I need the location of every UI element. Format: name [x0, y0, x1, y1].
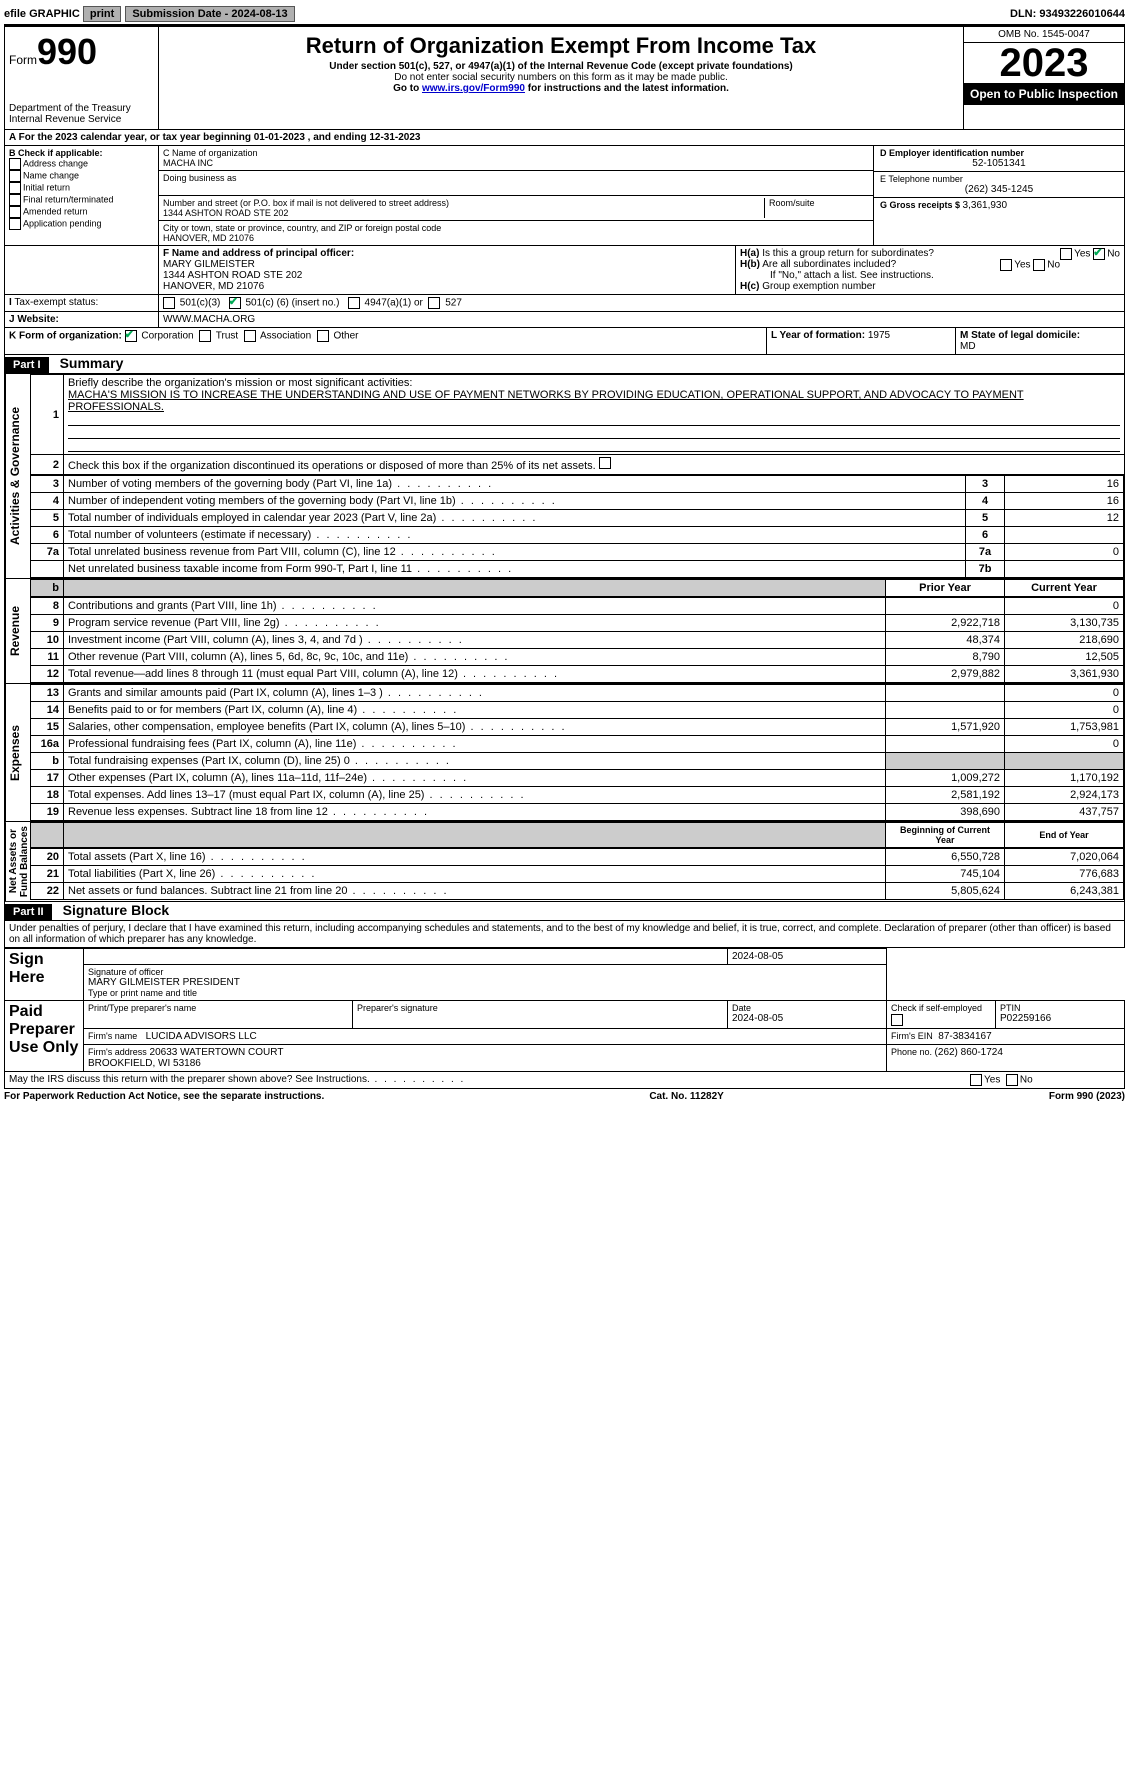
addr-change-checkbox[interactable] — [9, 158, 21, 170]
open-to-public: Open to Public Inspection — [964, 83, 1124, 105]
summary-row: 15Salaries, other compensation, employee… — [31, 719, 1124, 736]
box-d-e-g: D Employer identification number 52-1051… — [873, 146, 1124, 245]
summary-row: 16aProfessional fundraising fees (Part I… — [31, 736, 1124, 753]
instructions-link[interactable]: www.irs.gov/Form990 — [422, 83, 525, 94]
dept-label: Department of the Treasury Internal Reve… — [9, 103, 154, 125]
app-pending-checkbox[interactable] — [9, 218, 21, 230]
subtitle-1: Under section 501(c), 527, or 4947(a)(1)… — [163, 61, 959, 72]
501c3-checkbox[interactable] — [163, 297, 175, 309]
ha-yes-checkbox[interactable] — [1060, 248, 1072, 260]
form-title: Return of Organization Exempt From Incom… — [163, 33, 959, 59]
officer-group-row: F Name and address of principal officer:… — [4, 246, 1125, 295]
submission-date-button[interactable]: Submission Date - 2024-08-13 — [125, 6, 294, 22]
summary-row: 21Total liabilities (Part X, line 26)745… — [31, 866, 1124, 883]
telephone: (262) 345-1245 — [880, 184, 1118, 195]
tax-year: 2023 — [964, 43, 1124, 83]
signature-table: Sign Here 2024-08-05 Signature of office… — [4, 948, 1125, 1072]
hb-yes-checkbox[interactable] — [1000, 259, 1012, 271]
other-checkbox[interactable] — [317, 330, 329, 342]
summary-row: 19Revenue less expenses. Subtract line 1… — [31, 804, 1124, 821]
summary-row: 7aTotal unrelated business revenue from … — [31, 544, 1124, 561]
501c-checkbox[interactable] — [229, 297, 241, 309]
perjury-statement: Under penalties of perjury, I declare th… — [4, 921, 1125, 948]
corp-checkbox[interactable] — [125, 330, 137, 342]
summary-row: 22Net assets or fund balances. Subtract … — [31, 883, 1124, 900]
website-row: J Website: WWW.MACHA.ORG — [4, 312, 1125, 328]
discontinued-checkbox[interactable] — [599, 457, 611, 469]
summary-row: bTotal fundraising expenses (Part IX, co… — [31, 753, 1124, 770]
ptin: P02259166 — [1000, 1013, 1051, 1024]
org-city: HANOVER, MD 21076 — [163, 233, 869, 243]
summary-row: 5Total number of individuals employed in… — [31, 510, 1124, 527]
summary-row: 9Program service revenue (Part VIII, lin… — [31, 615, 1124, 632]
gross-receipts: 3,361,930 — [963, 200, 1008, 211]
officer-name: MARY GILMEISTER — [163, 259, 255, 270]
netassets-section: Net Assets or Fund Balances Beginning of… — [4, 822, 1125, 902]
tax-status-row: I Tax-exempt status: 501(c)(3) 501(c) (6… — [4, 295, 1125, 312]
initial-return-checkbox[interactable] — [9, 182, 21, 194]
firm-phone: (262) 860-1724 — [935, 1047, 1003, 1058]
subtitle-2: Do not enter social security numbers on … — [163, 72, 959, 83]
discuss-row: May the IRS discuss this return with the… — [4, 1072, 1125, 1089]
revenue-section: Revenue b Prior Year Current Year 8Contr… — [4, 579, 1125, 684]
website: WWW.MACHA.ORG — [159, 312, 1124, 327]
part1-header: Part I Summary — [4, 355, 1125, 374]
box-c: C Name of organization MACHA INC Doing b… — [159, 146, 873, 245]
discuss-no-checkbox[interactable] — [1006, 1074, 1018, 1086]
expenses-section: Expenses 13Grants and similar amounts pa… — [4, 684, 1125, 822]
line-a: A For the 2023 calendar year, or tax yea… — [4, 130, 1125, 146]
summary-row: 8Contributions and grants (Part VIII, li… — [31, 598, 1124, 615]
summary-row: 18Total expenses. Add lines 13–17 (must … — [31, 787, 1124, 804]
summary-row: 3Number of voting members of the governi… — [31, 476, 1124, 493]
ein: 52-1051341 — [880, 158, 1118, 169]
summary-row: 20Total assets (Part X, line 16)6,550,72… — [31, 849, 1124, 866]
ha-no-checkbox[interactable] — [1093, 248, 1105, 260]
page-footer: For Paperwork Reduction Act Notice, see … — [4, 1089, 1125, 1104]
officer-signature: MARY GILMEISTER PRESIDENT — [88, 977, 882, 988]
activities-governance-label: Activities & Governance — [5, 374, 30, 578]
527-checkbox[interactable] — [428, 297, 440, 309]
name-change-checkbox[interactable] — [9, 170, 21, 182]
top-toolbar: efile GRAPHIC print Submission Date - 20… — [4, 4, 1125, 26]
summary-row: 4Number of independent voting members of… — [31, 493, 1124, 510]
form-header: Form990 Department of the Treasury Inter… — [4, 26, 1125, 130]
box-b: B Check if applicable: Address change Na… — [5, 146, 159, 245]
summary-row: Net unrelated business taxable income fr… — [31, 561, 1124, 578]
summary-row: 11Other revenue (Part VIII, column (A), … — [31, 649, 1124, 666]
firm-ein: 87-3834167 — [938, 1031, 991, 1042]
mission-text: MACHA'S MISSION IS TO INCREASE THE UNDER… — [68, 389, 1024, 413]
summary-row: 6Total number of volunteers (estimate if… — [31, 527, 1124, 544]
firm-name: LUCIDA ADVISORS LLC — [146, 1031, 257, 1042]
form-number: Form990 — [9, 31, 154, 73]
summary-row: 14Benefits paid to or for members (Part … — [31, 702, 1124, 719]
org-address: 1344 ASHTON ROAD STE 202 — [163, 208, 760, 218]
dln: DLN: 93493226010644 — [1010, 8, 1125, 20]
summary-row: 12Total revenue—add lines 8 through 11 (… — [31, 666, 1124, 683]
self-employed-checkbox[interactable] — [891, 1014, 903, 1026]
org-name: MACHA INC — [163, 158, 869, 168]
assoc-checkbox[interactable] — [244, 330, 256, 342]
efile-label: efile GRAPHIC — [4, 8, 80, 20]
final-return-checkbox[interactable] — [9, 194, 21, 206]
4947-checkbox[interactable] — [348, 297, 360, 309]
trust-checkbox[interactable] — [199, 330, 211, 342]
discuss-yes-checkbox[interactable] — [970, 1074, 982, 1086]
part1-body: Activities & Governance 1 Briefly descri… — [4, 374, 1125, 579]
hb-no-checkbox[interactable] — [1033, 259, 1045, 271]
summary-row: 10Investment income (Part VIII, column (… — [31, 632, 1124, 649]
klm-row: K Form of organization: Corporation Trus… — [4, 328, 1125, 355]
print-button[interactable]: print — [83, 6, 121, 22]
part2-header: Part II Signature Block — [4, 902, 1125, 921]
amended-checkbox[interactable] — [9, 206, 21, 218]
entity-section: B Check if applicable: Address change Na… — [4, 146, 1125, 246]
summary-row: 13Grants and similar amounts paid (Part … — [31, 685, 1124, 702]
summary-row: 17Other expenses (Part IX, column (A), l… — [31, 770, 1124, 787]
subtitle-3: Go to www.irs.gov/Form990 for instructio… — [163, 83, 959, 94]
